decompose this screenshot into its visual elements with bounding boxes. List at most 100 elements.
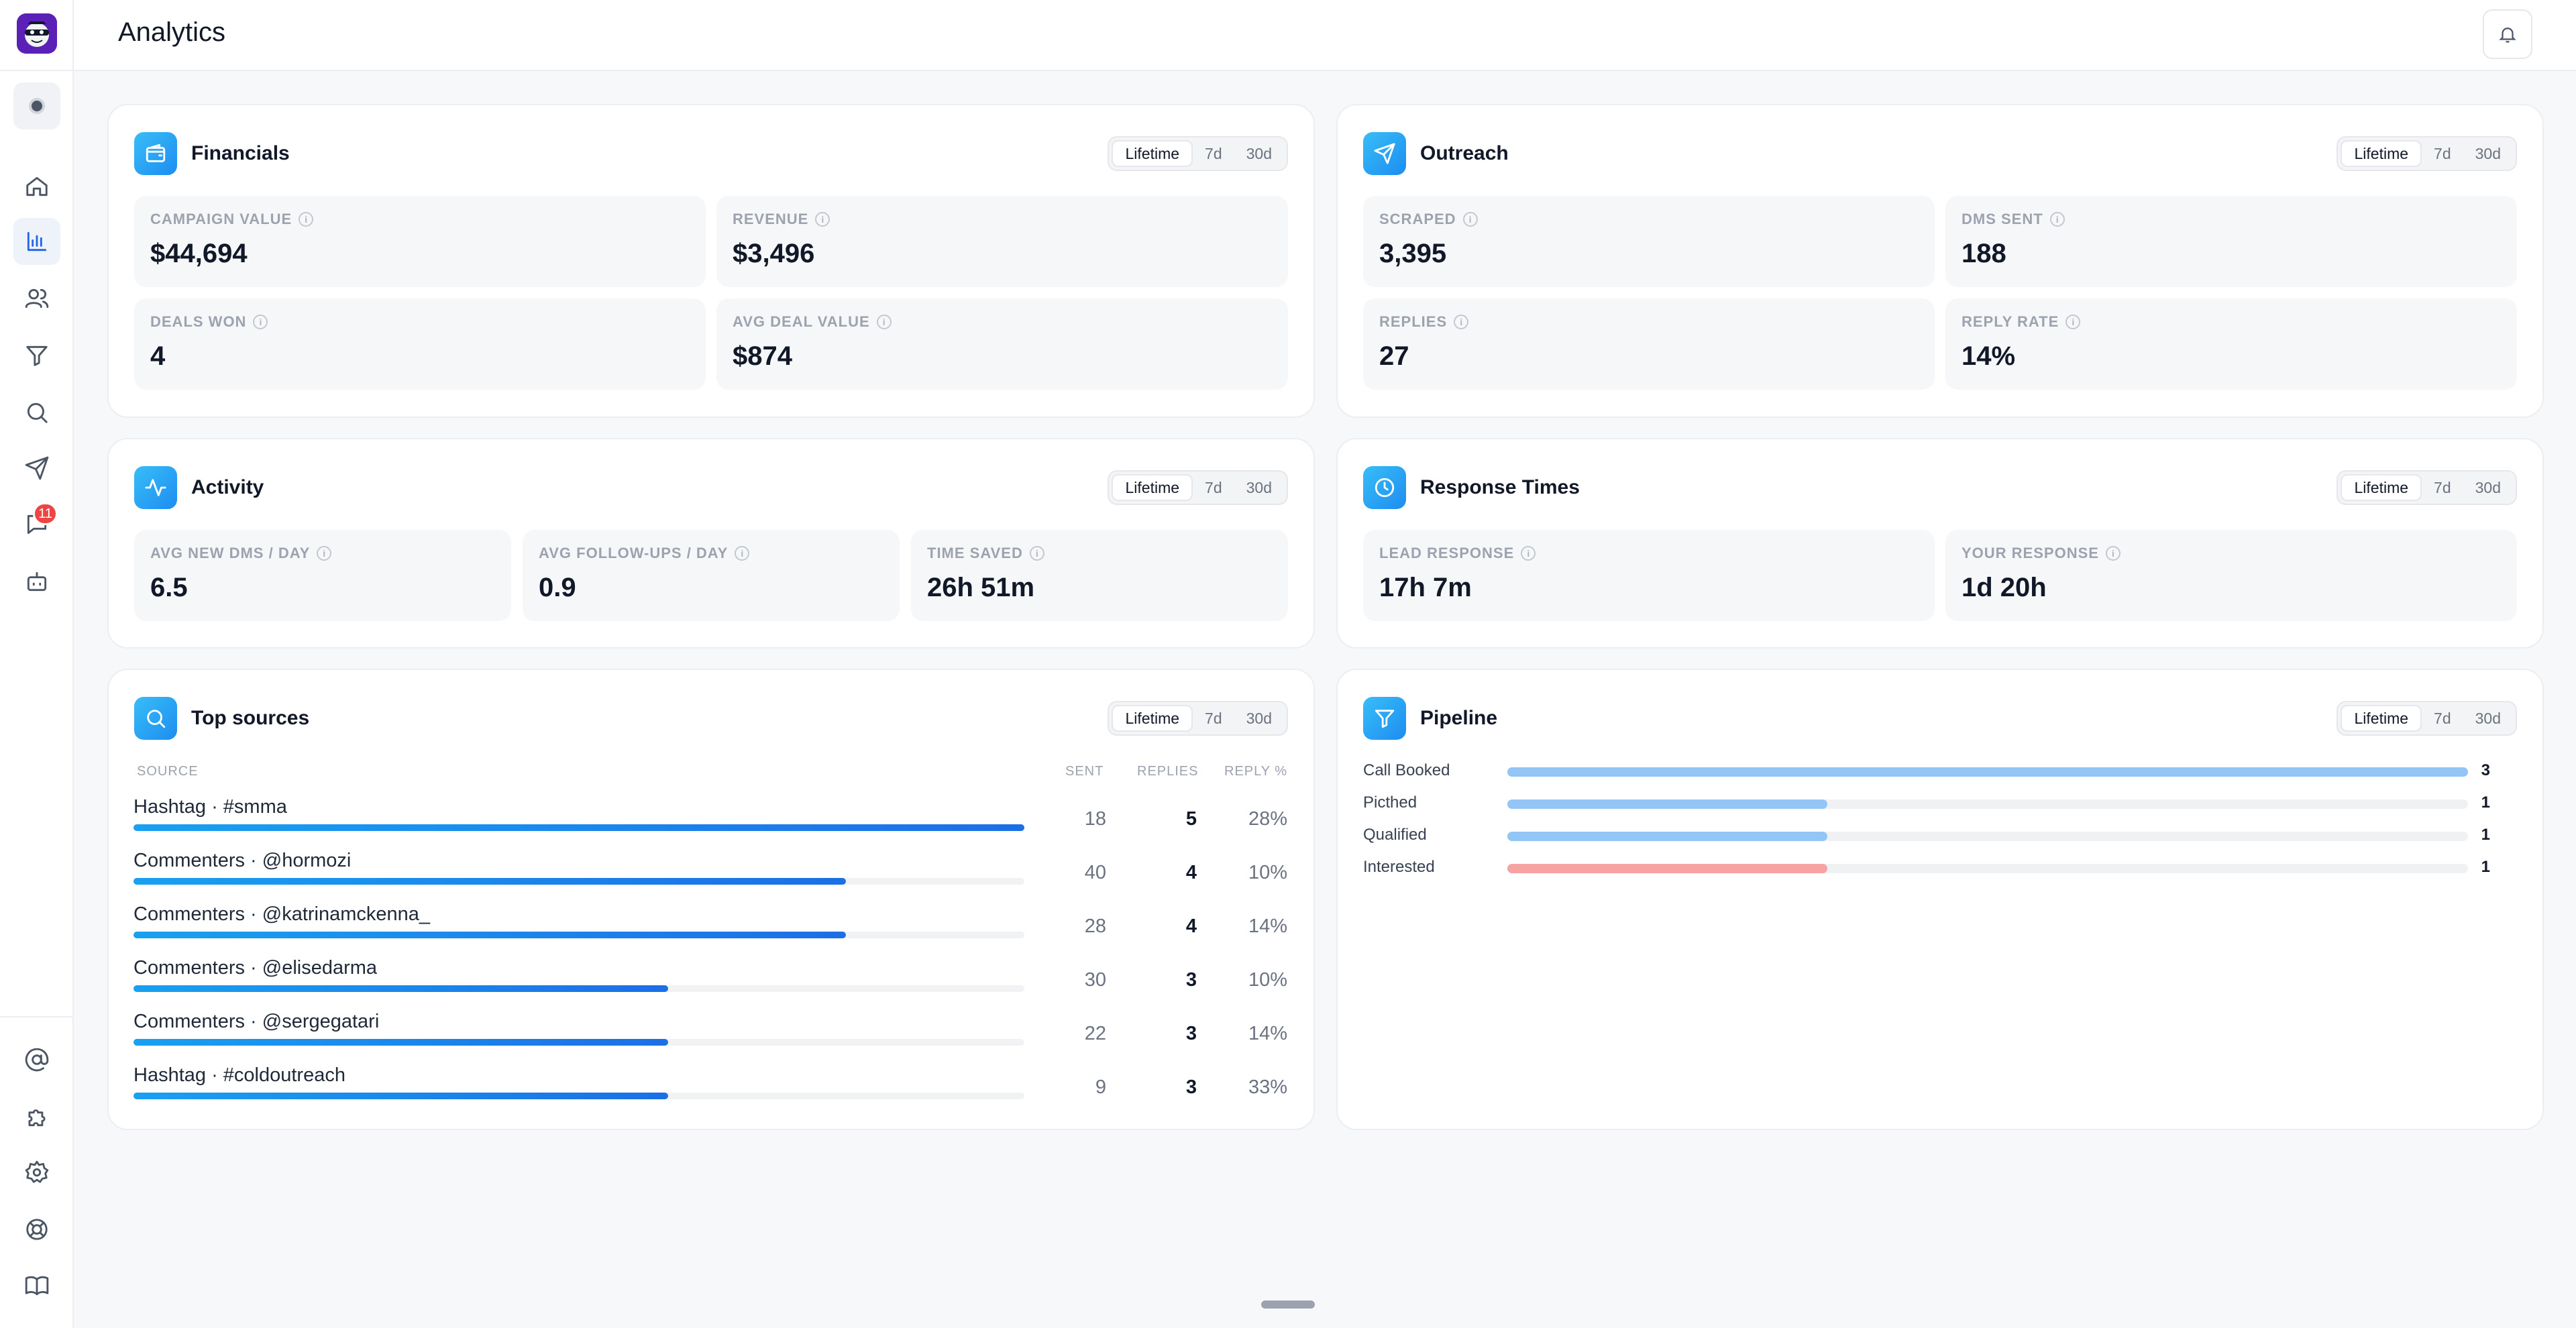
sent-count: 40: [1084, 862, 1106, 883]
notifications-button[interactable]: [2483, 9, 2532, 59]
info-icon[interactable]: i: [2065, 315, 2081, 329]
range-7d[interactable]: 7d: [1205, 710, 1222, 727]
stat-label: REPLY RATE: [1962, 313, 2059, 330]
range-7d[interactable]: 7d: [2434, 479, 2451, 496]
info-icon[interactable]: i: [317, 546, 332, 561]
table-row[interactable]: Commenters · @katrinamckenna_ 28 4 14%: [133, 903, 1287, 950]
range-30d[interactable]: 30d: [2475, 479, 2501, 496]
reply-pct: 14%: [1248, 1023, 1287, 1044]
range-30d[interactable]: 30d: [1246, 710, 1272, 727]
sidebar-item-home[interactable]: [13, 163, 60, 210]
sidebar-item-outreach[interactable]: [13, 445, 60, 492]
table-row[interactable]: Commenters · @hormozi 40 4 10%: [133, 850, 1287, 897]
stat-time-saved: TIME SAVED i 26h 51m: [911, 530, 1288, 621]
activity-card: Activity Lifetime 7d 30d AVG NEW DMS / D…: [107, 438, 1315, 649]
stat-label: DMS SENT: [1962, 211, 2043, 227]
stat-value: 1d 20h: [1962, 573, 2047, 602]
users-icon: [25, 288, 49, 309]
sidebar-item-support[interactable]: [13, 1206, 60, 1253]
sidebar-item-messages[interactable]: 11: [13, 501, 60, 548]
column-header-replies: REPLIES: [1137, 764, 1199, 779]
stat-label: AVG FOLLOW-UPS / DAY: [539, 545, 729, 561]
range-7d[interactable]: 7d: [2434, 145, 2451, 162]
bot-icon: [27, 571, 47, 592]
bandit-logo-icon: [17, 13, 57, 54]
info-icon[interactable]: i: [299, 212, 314, 227]
puzzle-icon: [28, 1109, 46, 1127]
info-icon[interactable]: i: [876, 315, 892, 329]
replies-count: 3: [1185, 1023, 1197, 1044]
card-title: Pipeline: [1420, 707, 1498, 729]
source-bar-fill: [133, 1093, 668, 1099]
stat-dms-sent: DMS SENT i 188: [1945, 196, 2517, 287]
info-icon[interactable]: i: [815, 212, 830, 227]
stage-count: 1: [2481, 858, 2490, 876]
range-lifetime[interactable]: Lifetime: [1112, 474, 1193, 501]
stat-avg-follow-ups: AVG FOLLOW-UPS / DAY i 0.9: [523, 530, 900, 621]
pipeline-stage[interactable]: Picthed 1: [1363, 793, 2517, 814]
send-icon: [25, 456, 49, 480]
sidebar-item-bot[interactable]: [13, 558, 60, 605]
info-icon[interactable]: i: [1454, 315, 1469, 329]
source-name: Commenters · @hormozi: [133, 850, 352, 871]
scroll-handle[interactable]: [1261, 1301, 1315, 1309]
info-icon[interactable]: i: [253, 315, 268, 329]
range-7d[interactable]: 7d: [1205, 479, 1222, 496]
sidebar-item-analytics[interactable]: [13, 218, 60, 265]
reply-pct: 10%: [1248, 969, 1287, 991]
sidebar-item-docs[interactable]: [13, 1262, 60, 1309]
reply-pct: 14%: [1248, 916, 1287, 937]
sent-count: 22: [1084, 1023, 1106, 1044]
pipeline-stage[interactable]: Interested 1: [1363, 858, 2517, 878]
source-bar-track: [133, 985, 1024, 992]
range-lifetime[interactable]: Lifetime: [2341, 140, 2422, 167]
app-logo[interactable]: [17, 13, 57, 54]
stage-bar-track: [1507, 799, 2468, 809]
info-icon[interactable]: i: [1462, 212, 1478, 227]
range-30d[interactable]: 30d: [1246, 145, 1272, 162]
info-icon[interactable]: i: [2049, 212, 2065, 227]
info-icon[interactable]: i: [2105, 546, 2121, 561]
stat-value: 17h 7m: [1379, 573, 1472, 602]
replies-count: 4: [1185, 916, 1197, 937]
status-toggle-button[interactable]: [13, 82, 60, 129]
card-title: Top sources: [191, 707, 310, 729]
range-lifetime[interactable]: Lifetime: [2341, 474, 2422, 501]
column-header-reply-pct: REPLY %: [1224, 764, 1288, 779]
sidebar-divider: [0, 70, 72, 71]
table-row[interactable]: Hashtag · #coldoutreach 9 3 33%: [133, 1064, 1287, 1111]
range-7d[interactable]: 7d: [1205, 145, 1222, 162]
sidebar-item-search[interactable]: [13, 389, 60, 436]
range-selector: Lifetime 7d 30d: [2337, 701, 2517, 736]
stat-label: REVENUE: [733, 211, 809, 227]
pipeline-stage[interactable]: Qualified 1: [1363, 826, 2517, 846]
range-lifetime[interactable]: Lifetime: [1112, 140, 1193, 167]
sidebar-item-settings[interactable]: [13, 1149, 60, 1196]
lifebuoy-icon: [26, 1219, 48, 1240]
sidebar-item-integrations[interactable]: [13, 1093, 60, 1140]
stat-avg-new-dms: AVG NEW DMS / DAY i 6.5: [134, 530, 511, 621]
range-30d[interactable]: 30d: [1246, 479, 1272, 496]
info-icon[interactable]: i: [1521, 546, 1536, 561]
stage-bar-track: [1507, 832, 2468, 841]
sent-count: 9: [1095, 1076, 1106, 1098]
range-lifetime[interactable]: Lifetime: [1112, 705, 1193, 732]
sidebar-item-contacts[interactable]: [13, 275, 60, 322]
info-icon[interactable]: i: [735, 546, 750, 561]
stage-bar-track: [1507, 767, 2468, 777]
range-30d[interactable]: 30d: [2475, 710, 2501, 727]
sidebar-item-mentions[interactable]: [13, 1036, 60, 1083]
range-30d[interactable]: 30d: [2475, 145, 2501, 162]
response-times-card: Response Times Lifetime 7d 30d LEAD RESP…: [1336, 438, 2544, 649]
table-row[interactable]: Commenters · @elisedarma 30 3 10%: [133, 957, 1287, 1004]
range-lifetime[interactable]: Lifetime: [2341, 705, 2422, 732]
range-7d[interactable]: 7d: [2434, 710, 2451, 727]
source-name: Commenters · @katrinamckenna_: [133, 903, 431, 925]
info-icon[interactable]: i: [1029, 546, 1044, 561]
table-row[interactable]: Commenters · @sergegatari 22 3 14%: [133, 1011, 1287, 1058]
source-bar-fill: [133, 824, 1024, 831]
stat-value: 26h 51m: [927, 573, 1035, 602]
pipeline-stage[interactable]: Call Booked 3: [1363, 761, 2517, 781]
sidebar-item-pipeline[interactable]: [13, 332, 60, 379]
table-row[interactable]: Hashtag · #smma 18 5 28%: [133, 796, 1287, 843]
